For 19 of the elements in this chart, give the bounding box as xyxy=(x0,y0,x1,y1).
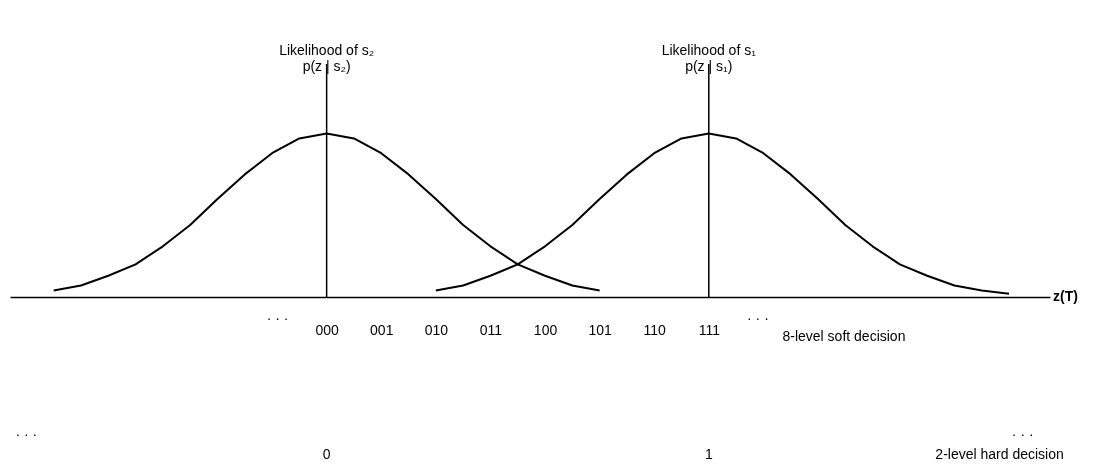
text: · · · xyxy=(15,426,38,442)
x-tick-label: 011 xyxy=(479,321,503,338)
x-tick-label: 111 xyxy=(698,321,721,338)
x-tick-label: 010 xyxy=(424,321,449,338)
ref-line-label: Likelihood of s₂ p(z | s₂) xyxy=(279,42,375,74)
text: · · · xyxy=(1011,426,1034,442)
text: 1 xyxy=(704,446,713,462)
x-tick-label: 101 xyxy=(588,321,612,338)
text: · · · xyxy=(747,310,769,326)
x-axis-title: z(T) xyxy=(1053,288,1078,304)
text: 2-level hard decision xyxy=(935,446,1064,462)
text: · · · xyxy=(266,310,289,326)
x-tick-label: 000 xyxy=(315,321,340,338)
text: 0 xyxy=(322,446,331,462)
x-tick-label: 100 xyxy=(533,321,558,338)
x-tick-label: 001 xyxy=(370,321,394,338)
text: 8-level soft decision xyxy=(782,328,906,344)
x-tick-label: 110 xyxy=(643,321,667,338)
ref-line-label: Likelihood of s₁ p(z | s₁) xyxy=(661,42,757,74)
